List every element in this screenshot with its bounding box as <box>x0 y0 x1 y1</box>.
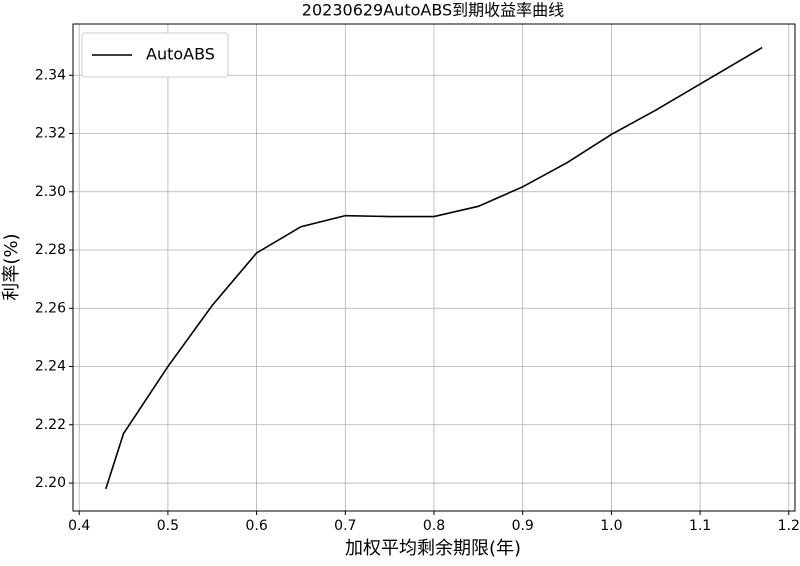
y-tick-label: 2.22 <box>35 417 66 433</box>
x-tick-label: 0.5 <box>157 518 179 534</box>
line-series <box>105 46 763 490</box>
x-tick-label: 1.1 <box>689 518 711 534</box>
x-tick-label: 1.2 <box>778 518 800 534</box>
x-tick-label: 0.4 <box>68 518 90 534</box>
y-tick-label: 2.24 <box>35 359 66 375</box>
x-tick-label: 1.0 <box>600 518 622 534</box>
x-tick-label: 0.6 <box>245 518 267 534</box>
x-axis-label: 加权平均剩余期限(年) <box>345 538 521 559</box>
chart-title: 20230629AutoABS到期收益率曲线 <box>302 1 564 20</box>
y-tick-label: 2.26 <box>35 300 66 316</box>
legend-label: AutoABS <box>146 45 215 64</box>
legend-box <box>81 32 229 78</box>
plot-frame <box>72 23 796 512</box>
y-tick-label: 2.30 <box>35 184 66 200</box>
x-tick-label: 0.8 <box>423 518 445 534</box>
legend: AutoABS <box>81 32 229 78</box>
x-tick-label: 0.9 <box>512 518 534 534</box>
y-axis-label: 利率(%) <box>1 233 22 300</box>
y-tick-label: 2.32 <box>35 126 66 142</box>
x-tick-label: 0.7 <box>334 518 356 534</box>
y-tick-label: 2.34 <box>35 67 66 83</box>
y-tick-label: 2.28 <box>35 242 66 258</box>
y-tick-label: 2.20 <box>35 475 66 491</box>
